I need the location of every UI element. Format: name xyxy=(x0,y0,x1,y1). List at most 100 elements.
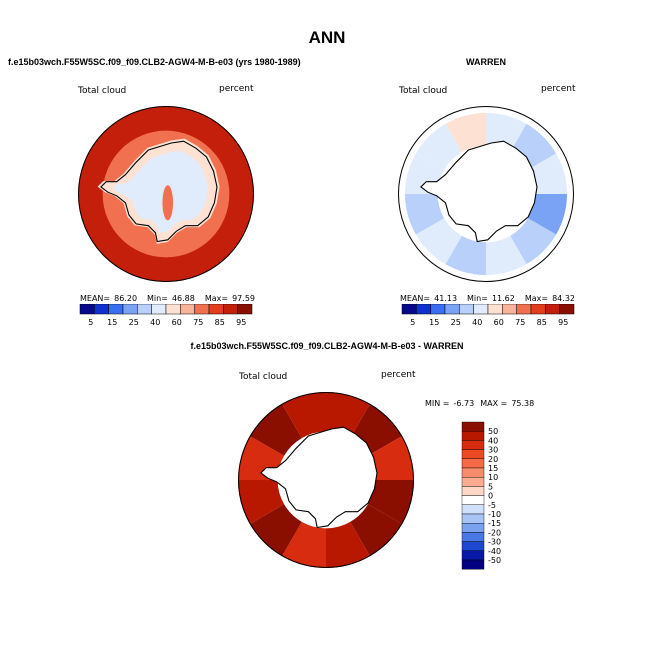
panel1-variable-label: Total cloud xyxy=(78,86,127,96)
panel2-colorbar: 5 15 25 40 60 75 85 95 xyxy=(401,304,575,327)
panel3-map-border xyxy=(238,392,414,568)
panel2-stats: MEAN= 41.13 Min= 11.62 Max= 84.32 xyxy=(400,294,575,303)
panel1-colorbar-swatch-6 xyxy=(165,304,181,315)
panel2-sector-4 xyxy=(510,218,557,265)
panel2-colorbar-tick-0: 5 xyxy=(410,318,415,327)
panel2-map xyxy=(398,106,574,282)
panel3-colorbar-swatch-11 xyxy=(461,522,485,533)
panel3-stats: MIN = -6.73 MAX = 75.38 xyxy=(425,399,534,408)
panel2-sector-7 xyxy=(415,218,462,265)
panel1-colorbar-swatch-4 xyxy=(137,304,152,315)
panel2-max-value: 84.32 xyxy=(552,294,575,303)
panel2-sector-10 xyxy=(415,123,462,170)
panel1-colorbar-tick-5: 75 xyxy=(193,318,203,327)
panel2-title: WARREN xyxy=(466,57,506,67)
panel3-colorbar-tick-11: -20 xyxy=(488,528,501,537)
panel2-colorbar-tick-2: 25 xyxy=(451,318,461,327)
panel1-colorbar-tick-0: 5 xyxy=(88,318,93,327)
panel2-sector-8 xyxy=(405,194,445,235)
panel3-sector-0 xyxy=(326,392,370,439)
panel3-sector-6 xyxy=(282,521,326,568)
panel3-max-value: 75.38 xyxy=(511,399,535,408)
panel2-colorbar-swatch-10 xyxy=(545,304,560,315)
panel2-colorbar-swatch-11 xyxy=(559,304,575,315)
panel1-colorbar-tick-4: 60 xyxy=(172,318,182,327)
panel3-title: f.e15b03wch.F55W5SC.f09_f09.CLB2-AGW4-M-… xyxy=(190,341,464,351)
panel3-min-value: -6.73 xyxy=(453,399,475,408)
panel3-sector-4 xyxy=(350,504,403,557)
panel3-colorbar-swatch-7 xyxy=(461,486,485,496)
panel2-units-label: percent xyxy=(541,84,576,94)
panel3-colorbar-swatch-8 xyxy=(461,495,485,505)
panel1-mountain-field xyxy=(162,185,174,221)
panel2-colorbar-tick-4: 60 xyxy=(494,318,504,327)
figure-title: ANN xyxy=(308,28,346,47)
panel3-colorbar-tick-7: 0 xyxy=(488,492,493,501)
panel1-colorbar: 5 15 25 40 60 75 85 95 xyxy=(79,304,253,327)
panel2-sector-2 xyxy=(527,153,567,194)
panel1-colorbar-swatch-1 xyxy=(94,304,109,315)
panel1-colorbar-swatch-0 xyxy=(79,304,95,315)
panel3-sector-11 xyxy=(282,392,326,439)
panel3-colorbar-swatch-3 xyxy=(461,449,485,460)
panel2-sector-6 xyxy=(445,235,486,275)
panel2-colorbar-swatch-7 xyxy=(502,304,517,315)
panel2-colorbar-swatch-1 xyxy=(416,304,431,315)
panel2-variable-label: Total cloud xyxy=(399,86,448,96)
panel3-sector-7 xyxy=(249,504,302,557)
panel1-mean-label: MEAN= xyxy=(80,294,111,303)
panel3-colorbar-swatch-6 xyxy=(461,477,485,487)
panel1-colorbar-swatch-5 xyxy=(151,304,167,315)
panel1-map-border xyxy=(78,106,254,282)
panel3-units-label: percent xyxy=(381,370,416,380)
panel2-colorbar-tick-7: 95 xyxy=(558,318,568,327)
panel3-sector-3 xyxy=(367,480,414,524)
panel1-colorbar-swatch-7 xyxy=(180,304,195,315)
panel2-colorbar-swatch-8 xyxy=(516,304,532,315)
panel3-colorbar-swatch-13 xyxy=(461,541,485,551)
panel1-colorbar-swatch-11 xyxy=(237,304,253,315)
panel2-colorbar-swatch-2 xyxy=(430,304,446,315)
panel2-map-border xyxy=(398,106,574,282)
panel2-sector-5 xyxy=(486,235,527,275)
panel1-map xyxy=(78,106,254,282)
panel1-colorbar-tick-7: 95 xyxy=(236,318,246,327)
panel1-units-label: percent xyxy=(219,84,254,94)
panel1-colorbar-swatch-8 xyxy=(194,304,210,315)
panel3-sector-2 xyxy=(367,436,414,480)
panel1-colorbar-swatch-10 xyxy=(223,304,238,315)
panel2-min-label: Min= xyxy=(467,294,488,303)
panel2-colorbar-tick-3: 40 xyxy=(472,318,482,327)
panel3-colorbar-tick-3: 20 xyxy=(488,455,498,464)
panel3-sector-5 xyxy=(326,521,370,568)
panel3-colorbar-swatch-15 xyxy=(461,559,485,570)
panel3-colorbar-tick-10: -15 xyxy=(488,519,501,528)
panel3-colorbar-swatch-10 xyxy=(461,513,485,524)
panel3-colorbar-tick-9: -10 xyxy=(488,510,501,519)
panel1-coastline xyxy=(100,140,218,243)
panel3-colorbar-tick-13: -40 xyxy=(488,547,501,556)
panel2-mean-value: 41.13 xyxy=(434,294,458,303)
panel3-colorbar-tick-14: -50 xyxy=(488,556,501,565)
panel3-sector-10 xyxy=(249,403,302,456)
panel3-colorbar-tick-6: 5 xyxy=(488,482,493,491)
panel3-colorbar-swatch-14 xyxy=(461,550,485,561)
panel3-variable-label: Total cloud xyxy=(239,372,288,382)
panel2-sector-11 xyxy=(445,113,486,153)
panel3-colorbar-tick-4: 15 xyxy=(488,464,498,473)
panel3-colorbar-swatch-0 xyxy=(461,421,485,432)
panel2-coastline xyxy=(420,140,538,243)
panel1-colorbar-tick-6: 85 xyxy=(215,318,225,327)
panel2-colorbar-swatch-0 xyxy=(401,304,417,315)
panel2-colorbar-tick-1: 15 xyxy=(429,318,439,327)
panel3-colorbar-swatch-2 xyxy=(461,440,485,450)
panel1-interior-min-field xyxy=(130,165,195,221)
panel1-mean-value: 86.20 xyxy=(114,294,138,303)
panel2-colorbar-tick-6: 85 xyxy=(537,318,547,327)
panel3-colorbar-swatch-9 xyxy=(461,504,485,515)
panel3-colorbar-swatch-5 xyxy=(461,467,485,478)
panel2-min-value: 11.62 xyxy=(491,294,515,303)
panel3-colorbar-swatch-4 xyxy=(461,458,485,469)
